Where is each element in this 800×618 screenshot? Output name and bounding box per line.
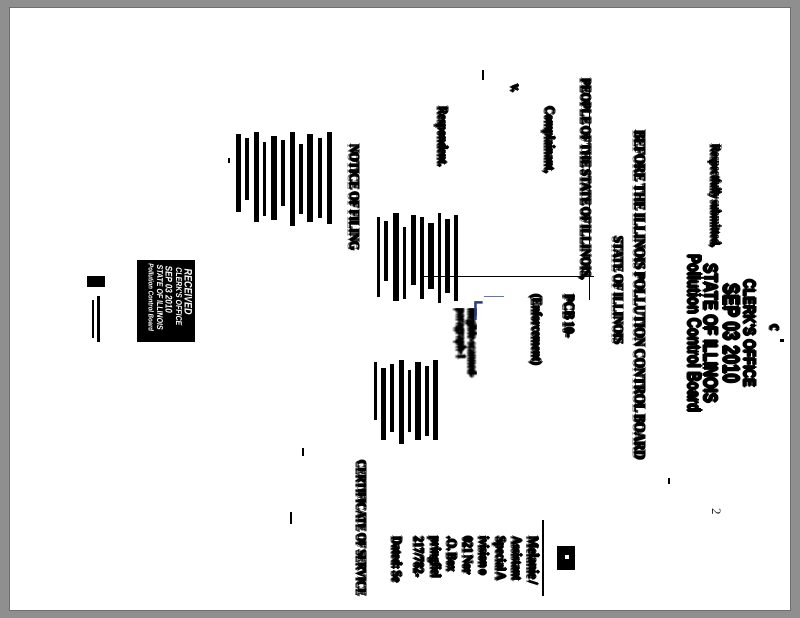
scan-speck [302, 448, 304, 456]
caption-tribunal: BEFORE THE ILLINOIS POLLUTION CONTROL BO… [631, 130, 651, 459]
caption-rule [589, 86, 590, 140]
signature-address-pobox: .O. Box [443, 536, 460, 572]
signature-title-assistant: Assistant [508, 536, 525, 580]
notice-of-filing-heading: NOTICE OF FILING [346, 144, 364, 250]
signature-title-special: Special A [492, 536, 509, 580]
rotated-document-plane: CLERK'S OFFICE SEP 03 2010 STATE OF ILLI… [10, 8, 790, 610]
signature-phone: 217/782- [411, 536, 428, 577]
filing-stamp: CLERK'S OFFICE SEP 03 2010 STATE OF ILLI… [683, 248, 759, 418]
caption-state-line: STATE OF ILLINOIS [610, 236, 628, 344]
handwritten-annotation: ⌙ [463, 298, 496, 324]
caption-case-number: PCB 10- [561, 294, 578, 338]
filing-stamp-date: SEP 03 2010 [718, 283, 744, 383]
caption-party-line: v. [507, 84, 524, 92]
caption-rule [589, 204, 590, 244]
received-stamp-line: RECEIVED [182, 267, 195, 316]
scanned-document-page: CLERK'S OFFICE SEP 03 2010 STATE OF ILLI… [10, 8, 790, 610]
page-number: 2 [709, 508, 724, 515]
filing-stamp-agency: Pollution Control Board [683, 254, 705, 412]
caption-party-line: Complainant, [541, 106, 558, 173]
received-stamp-text: RECEIVED CLERK'S OFFICE SEP 03 2010 STAT… [146, 262, 195, 344]
notary-seal-dot [565, 555, 569, 559]
caption-rule [589, 154, 590, 192]
certificate-of-service-heading: CERTIFICATE OF SERVICE [353, 460, 369, 596]
caption-rule [589, 256, 590, 300]
handwriting-stroke [484, 296, 504, 297]
signature-address-city: pringfiel [427, 536, 444, 578]
stamp-smudge [87, 276, 105, 287]
signature-rule [542, 520, 544, 596]
received-stamp-line: STATE OF ILLINOIS [154, 263, 163, 331]
stamp-smudge [92, 300, 94, 338]
scan-speck [290, 512, 292, 524]
respectfully-submitted: Respectfully submitted, [708, 144, 722, 247]
received-stamp-line: SEP 03 2010 [163, 265, 174, 314]
stamp-smudge [97, 296, 100, 342]
caption-party-right: PCB 10- (Enforcement) [528, 294, 578, 444]
stamp-speck [780, 339, 784, 342]
caption-party-left: PEOPLE OF THE STATE OF ILLINOIS, Complai… [435, 78, 594, 280]
scan-speck [482, 70, 484, 80]
signature-block: Melanie / Assistant Special A ivision o … [389, 536, 542, 608]
scan-speck [228, 158, 230, 163]
scan-speck [668, 478, 670, 484]
received-stamp-line: CLERK'S OFFICE [173, 266, 182, 326]
caption-party-line: PEOPLE OF THE STATE OF ILLINOIS, [578, 78, 594, 280]
received-stamp-line: Pollution Control Board [146, 262, 154, 332]
body-block-left [232, 132, 332, 228]
body-paragraph-3 [372, 360, 438, 444]
signature-dated: Dated: Se [389, 536, 405, 582]
signature-address-street: 021 Nor [460, 536, 476, 574]
signature-name: Melanie / [525, 536, 542, 584]
stamp-artifact-glyph: c [766, 324, 785, 331]
body-paragraph-2 [374, 213, 460, 305]
signature-division: ivision o [476, 536, 493, 575]
caption-case-type: (Enforcement) [528, 294, 545, 365]
